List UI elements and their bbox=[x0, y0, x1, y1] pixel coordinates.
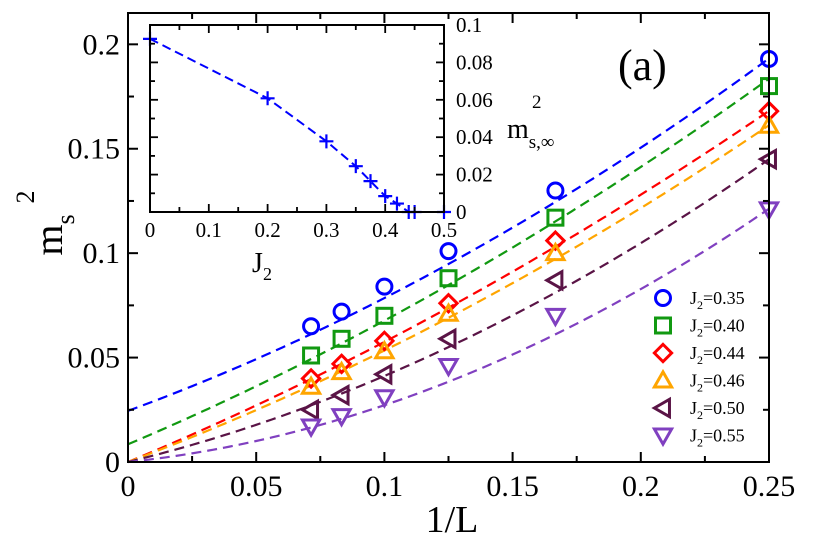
data-point-J2=0.46 bbox=[373, 339, 396, 360]
legend: J2=0.35 J2=0.40 J2=0.44 J2=0.46 J2=0.50 J2=0.… bbox=[651, 288, 745, 450]
legend-marker-J2=0.35 bbox=[654, 289, 672, 307]
y-tick-label: 0 bbox=[105, 446, 120, 479]
legend-label: J2=0.50 bbox=[690, 398, 745, 422]
legend-label: J2=0.35 bbox=[690, 288, 745, 312]
data-point-J2=0.55 bbox=[544, 307, 567, 328]
inset-data-point bbox=[260, 91, 275, 106]
data-point-J2=0.55 bbox=[437, 357, 460, 378]
data-point-J2=0.35 bbox=[375, 277, 394, 296]
inset-chart: 0 0.1 0.2 0.3 0.4 0.500.020.040.060.080.1 J2 … bbox=[143, 13, 554, 284]
inset-background bbox=[150, 25, 444, 212]
data-point-J2=0.55 bbox=[330, 408, 353, 428]
y-tick-label: 0.2 bbox=[83, 28, 121, 61]
data-point-J2=0.50 bbox=[372, 363, 393, 386]
fit-line-J2=0.35 bbox=[127, 57, 770, 412]
inset-y-tick-label: 0.08 bbox=[456, 50, 493, 74]
legend-marker-J2=0.44 bbox=[652, 342, 674, 364]
fit-line-J2=0.55 bbox=[127, 207, 770, 464]
legend-marker-J2=0.40 bbox=[654, 316, 672, 335]
inset-x-tick-label: 0.2 bbox=[254, 218, 280, 242]
inset-y-label-sup: 2 bbox=[532, 92, 542, 113]
inset-x-tick-label: 0.5 bbox=[431, 218, 457, 242]
inset-y-axis-label: ms,∞ 2 bbox=[507, 92, 554, 153]
legend-label: J2=0.46 bbox=[690, 371, 745, 395]
data-point-J2=0.50 bbox=[436, 327, 457, 350]
legend-label: J2=0.55 bbox=[690, 426, 745, 450]
data-point-J2=0.40 bbox=[302, 346, 321, 365]
x-tick-label: 0 bbox=[121, 470, 136, 503]
data-point-J2=0.46 bbox=[437, 302, 460, 322]
data-point-J2=0.50 bbox=[543, 269, 564, 292]
x-tick-label: 0.25 bbox=[743, 470, 796, 503]
inset-y-label-sub: s,∞ bbox=[529, 132, 555, 153]
inset-x-tick-label: 0 bbox=[145, 218, 156, 242]
y-axis-label: ms 2 bbox=[11, 191, 80, 256]
legend-marker-J2=0.55 bbox=[651, 427, 675, 448]
data-point-J2=0.44 bbox=[300, 367, 322, 390]
data-point-J2=0.50 bbox=[757, 147, 777, 171]
y-tick-label: 0.1 bbox=[83, 237, 121, 270]
x-axis-label: 1/L bbox=[426, 499, 479, 537]
inset-data-point bbox=[363, 174, 378, 189]
legend-marker-J2=0.46 bbox=[651, 368, 675, 389]
data-point-J2=0.44 bbox=[544, 229, 567, 252]
data-point-J2=0.44 bbox=[330, 353, 353, 375]
inset-x-tick-label: 0.3 bbox=[313, 218, 339, 242]
data-point-J2=0.35 bbox=[546, 181, 565, 200]
x-tick-label: 0.15 bbox=[486, 470, 539, 503]
data-point-J2=0.50 bbox=[299, 398, 320, 422]
data-markers bbox=[299, 49, 781, 439]
legend-label: J2=0.40 bbox=[690, 316, 745, 340]
main-axis-ticks: 0 0.05 0.1 0.15 0.2 0.25 0 0.05 0.1 0.15 0.2 bbox=[68, 13, 796, 503]
inset-data-point bbox=[389, 196, 404, 211]
legend-label: J2=0.44 bbox=[690, 343, 745, 367]
data-point-J2=0.55 bbox=[299, 418, 323, 439]
data-point-J2=0.46 bbox=[299, 375, 323, 395]
inset-y-tick-label: 0.06 bbox=[456, 88, 493, 112]
inset-x-tick-label: 0.4 bbox=[372, 218, 399, 242]
fit-line-J2=0.50 bbox=[127, 158, 770, 464]
data-point-J2=0.44 bbox=[437, 292, 460, 315]
data-point-J2=0.50 bbox=[329, 383, 350, 407]
data-point-J2=0.40 bbox=[332, 329, 351, 348]
data-point-J2=0.40 bbox=[375, 306, 394, 325]
inset-x-tick-label: 0.1 bbox=[196, 218, 222, 242]
inset-y-tick-label: 0.04 bbox=[456, 125, 493, 149]
data-point-J2=0.35 bbox=[439, 242, 458, 261]
y-tick-label: 0.05 bbox=[68, 342, 121, 375]
y-axis-label-base: m bbox=[26, 225, 71, 256]
inset-y-label-base: m bbox=[507, 114, 529, 145]
inset-x-axis-label: J2 bbox=[252, 248, 272, 284]
inset-data-point bbox=[348, 159, 363, 174]
y-tick-label: 0.15 bbox=[68, 133, 121, 166]
data-point-J2=0.44 bbox=[373, 330, 396, 352]
data-point-J2=0.46 bbox=[330, 360, 353, 381]
inset-data-point bbox=[378, 189, 393, 204]
data-point-J2=0.46 bbox=[544, 241, 567, 262]
data-point-J2=0.35 bbox=[332, 302, 351, 321]
svg-text:ms: ms bbox=[26, 214, 80, 255]
y-axis-label-sub: s bbox=[51, 214, 80, 224]
inset-data-point bbox=[319, 134, 334, 149]
svg-text:ms,∞: ms,∞ bbox=[507, 114, 554, 153]
x-tick-label: 0.2 bbox=[622, 470, 660, 503]
data-point-J2=0.35 bbox=[302, 317, 321, 336]
x-tick-label: 0.1 bbox=[366, 470, 404, 503]
y-axis-label-sup: 2 bbox=[11, 191, 40, 204]
panel-label: (a) bbox=[618, 41, 667, 90]
inset-y-tick-label: 0.02 bbox=[456, 163, 493, 187]
inset-y-tick-label: 0 bbox=[456, 200, 467, 224]
inset-y-tick-label: 0.1 bbox=[456, 13, 482, 37]
data-point-J2=0.40 bbox=[546, 208, 565, 227]
x-tick-label: 0.05 bbox=[230, 470, 283, 503]
fit-line-J2=0.46 bbox=[127, 124, 770, 464]
data-point-J2=0.40 bbox=[439, 269, 458, 288]
legend-marker-J2=0.50 bbox=[651, 396, 671, 420]
data-point-J2=0.55 bbox=[373, 389, 396, 409]
